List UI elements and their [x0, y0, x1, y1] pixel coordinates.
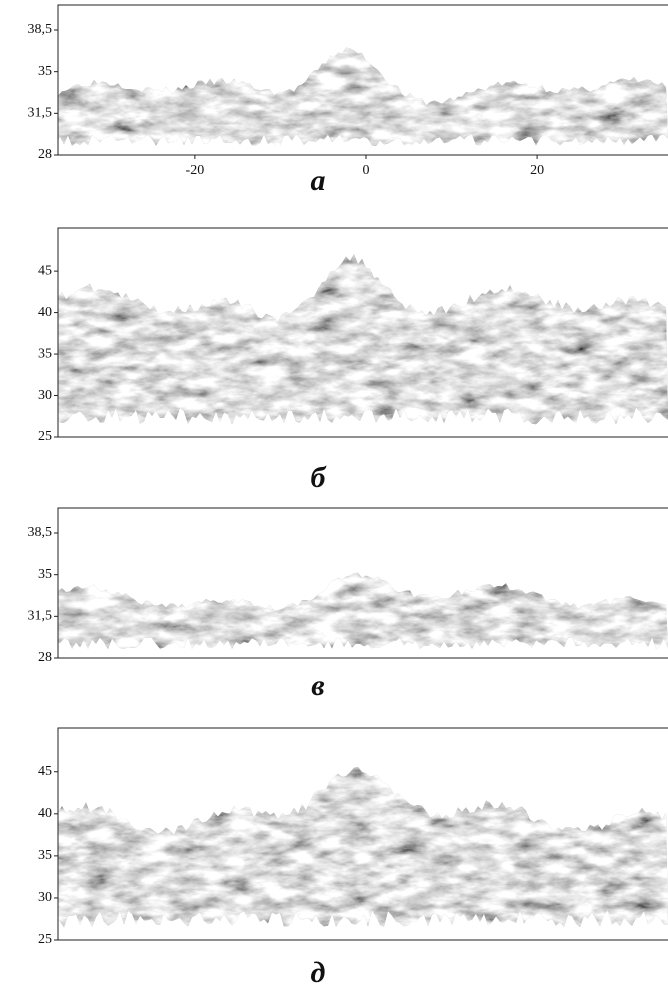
y-tick-label: 31,5 — [28, 106, 53, 121]
panel-label: а — [311, 164, 326, 197]
profile-texture — [58, 572, 668, 649]
profile-texture — [58, 253, 668, 425]
axes-frame — [57, 227, 668, 438]
y-tick-label: 45 — [38, 764, 52, 779]
y-tick-label: 38,5 — [28, 22, 53, 37]
y-tick-label: 40 — [38, 806, 52, 821]
x-tick-label: 0 — [362, 163, 369, 178]
y-tick-label: 35 — [38, 64, 52, 79]
y-tick-label: 30 — [38, 388, 52, 403]
axes-frame — [57, 727, 668, 941]
y-tick-label: 31,5 — [28, 609, 53, 624]
profile — [58, 766, 668, 928]
y-tick-label: 45 — [38, 263, 52, 278]
x-tick-label: -20 — [186, 163, 205, 178]
y-tick-label: 38,5 — [28, 525, 53, 540]
profile — [58, 47, 668, 146]
y-tick-label: 40 — [38, 305, 52, 320]
profile — [58, 572, 668, 649]
axes-frame — [57, 507, 668, 659]
profile — [58, 253, 668, 425]
y-tick-label: 28 — [38, 147, 52, 162]
y-tick-label: 30 — [38, 890, 52, 905]
profile-texture — [58, 766, 668, 928]
panel-label: б — [311, 461, 327, 494]
y-tick-label: 25 — [38, 429, 52, 444]
y-tick-label: 28 — [38, 650, 52, 665]
panel-label: д — [311, 956, 326, 989]
y-tick-label: 25 — [38, 932, 52, 947]
y-tick-label: 35 — [38, 567, 52, 582]
y-tick-label: 35 — [38, 346, 52, 361]
y-tick-label: 35 — [38, 848, 52, 863]
profile-texture — [58, 47, 668, 146]
axes-frame — [57, 4, 668, 156]
x-tick-label: 20 — [530, 163, 544, 178]
panel-label: в — [311, 669, 324, 702]
